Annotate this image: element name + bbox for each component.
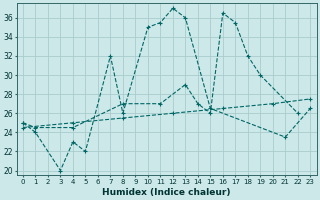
X-axis label: Humidex (Indice chaleur): Humidex (Indice chaleur) xyxy=(102,188,231,197)
